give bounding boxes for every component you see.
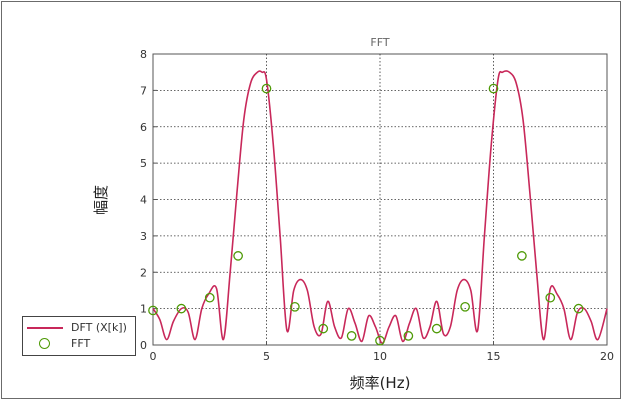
y-tick-label: 2 [140, 266, 147, 279]
y-tick-label: 4 [140, 194, 147, 207]
fft-point [545, 292, 556, 303]
y-tick-label: 3 [140, 230, 147, 243]
fft-point [346, 331, 357, 341]
fft-point [431, 323, 442, 334]
legend-line-swatch [27, 327, 63, 329]
y-tick-label: 0 [140, 339, 147, 352]
x-tick-label: 20 [600, 350, 614, 363]
fft-point [460, 301, 470, 312]
y-tick-label: 6 [140, 121, 147, 134]
x-axis-ticks: 0 5 10 15 20 [150, 341, 614, 363]
fft-point [204, 292, 215, 303]
series-layer [148, 70, 608, 346]
fft-point [573, 303, 584, 314]
fft-point [517, 251, 527, 261]
x-tick-label: 0 [150, 350, 157, 363]
fft-point [148, 305, 158, 316]
chart-title: FFT [370, 36, 389, 49]
legend: DFT (X[k]) FFT [22, 316, 136, 356]
x-tick-label: 5 [263, 350, 270, 363]
y-tick-label: 8 [140, 48, 147, 61]
fft-point [403, 331, 414, 341]
legend-item-dft: DFT (X[k]) [23, 320, 135, 336]
fft-point [318, 323, 329, 334]
fft-point [233, 251, 243, 261]
fft-point [290, 301, 300, 312]
legend-label-dft: DFT (X[k]) [71, 321, 127, 334]
fft-point [176, 303, 187, 314]
y-tick-label: 7 [140, 84, 147, 97]
x-axis-label: 频率(Hz) [350, 374, 411, 392]
legend-label-fft: FFT [71, 337, 91, 350]
x-tick-label: 15 [487, 350, 501, 363]
legend-item-fft: FFT [23, 336, 135, 352]
fft-point [375, 335, 385, 346]
y-axis-ticks: 0 1 2 3 4 5 6 7 8 [140, 48, 157, 352]
y-tick-label: 1 [140, 303, 147, 316]
y-axis-label: 幅度 [92, 185, 110, 215]
fft-point [488, 83, 499, 94]
fft-point [261, 83, 272, 94]
y-tick-label: 5 [140, 157, 147, 170]
legend-circle-swatch [39, 338, 50, 349]
x-tick-label: 10 [373, 350, 387, 363]
grid [153, 54, 607, 345]
